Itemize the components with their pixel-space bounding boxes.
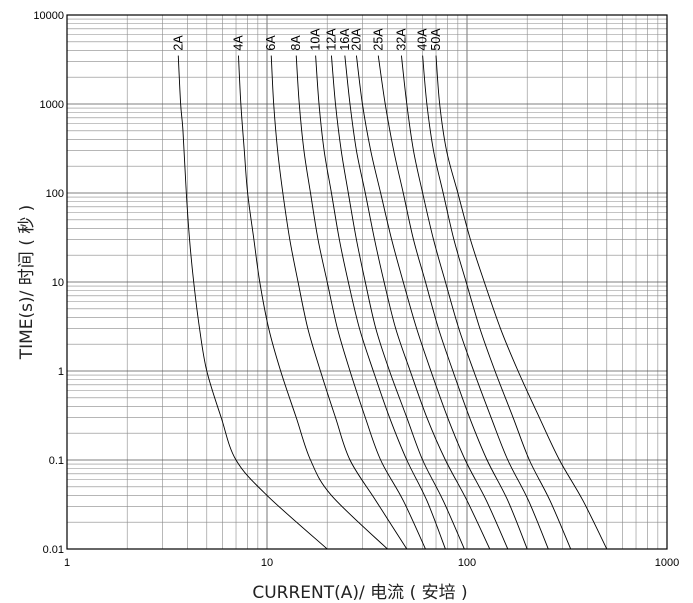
plot-frame	[66, 14, 668, 550]
curve-10A	[315, 55, 446, 550]
x-tick-label: 1	[64, 557, 70, 569]
y-tick-label: 0.1	[49, 455, 64, 467]
curve-label-20A: 20A	[349, 28, 363, 51]
curve-12A	[330, 55, 465, 550]
y-tick-label: 10	[52, 277, 64, 289]
curve-label-16A: 16A	[338, 28, 352, 51]
y-axis-title: TIME(s)/ 时间 ( 秒 )	[17, 205, 37, 361]
curve-16A	[344, 55, 491, 550]
curve-label-25A: 25A	[371, 28, 385, 51]
curve-6A	[270, 55, 408, 550]
curve-label-10A: 10A	[309, 28, 323, 51]
curve-label-32A: 32A	[394, 28, 408, 51]
curve-2A	[177, 55, 328, 550]
curves	[177, 55, 608, 550]
x-tick-labels: 1 10 100 1000	[64, 557, 679, 569]
curve-4A	[238, 55, 388, 550]
y-tick-label: 1000	[40, 99, 64, 111]
curve-label-50A: 50A	[429, 28, 443, 51]
curve-50A	[435, 55, 608, 550]
y-tick-label: 100	[46, 188, 64, 200]
curve-label-8A: 8A	[289, 35, 303, 51]
curve-label-6A: 6A	[264, 35, 278, 51]
y-tick-labels: 0.01 0.1 1 10 100 1000 10000	[33, 10, 64, 556]
y-tick-label: 0.01	[43, 544, 64, 556]
x-tick-label: 10	[261, 557, 273, 569]
curve-20A	[355, 55, 509, 550]
curve-32A	[400, 55, 549, 550]
grid	[67, 15, 667, 549]
y-tick-label: 1	[58, 366, 64, 378]
curve-label-12A: 12A	[324, 28, 338, 51]
x-axis-title: CURRENT(A)/ 电流 ( 安培 )	[252, 583, 467, 603]
curve-25A	[377, 55, 528, 550]
x-tick-label: 100	[458, 557, 476, 569]
curve-40A	[422, 55, 572, 550]
curve-label-4A: 4A	[232, 35, 246, 51]
curve-label-2A: 2A	[171, 35, 185, 51]
x-tick-label: 1000	[655, 557, 679, 569]
y-tick-label: 10000	[33, 10, 64, 22]
curve-8A	[295, 55, 426, 550]
curve-label-40A: 40A	[416, 28, 430, 51]
